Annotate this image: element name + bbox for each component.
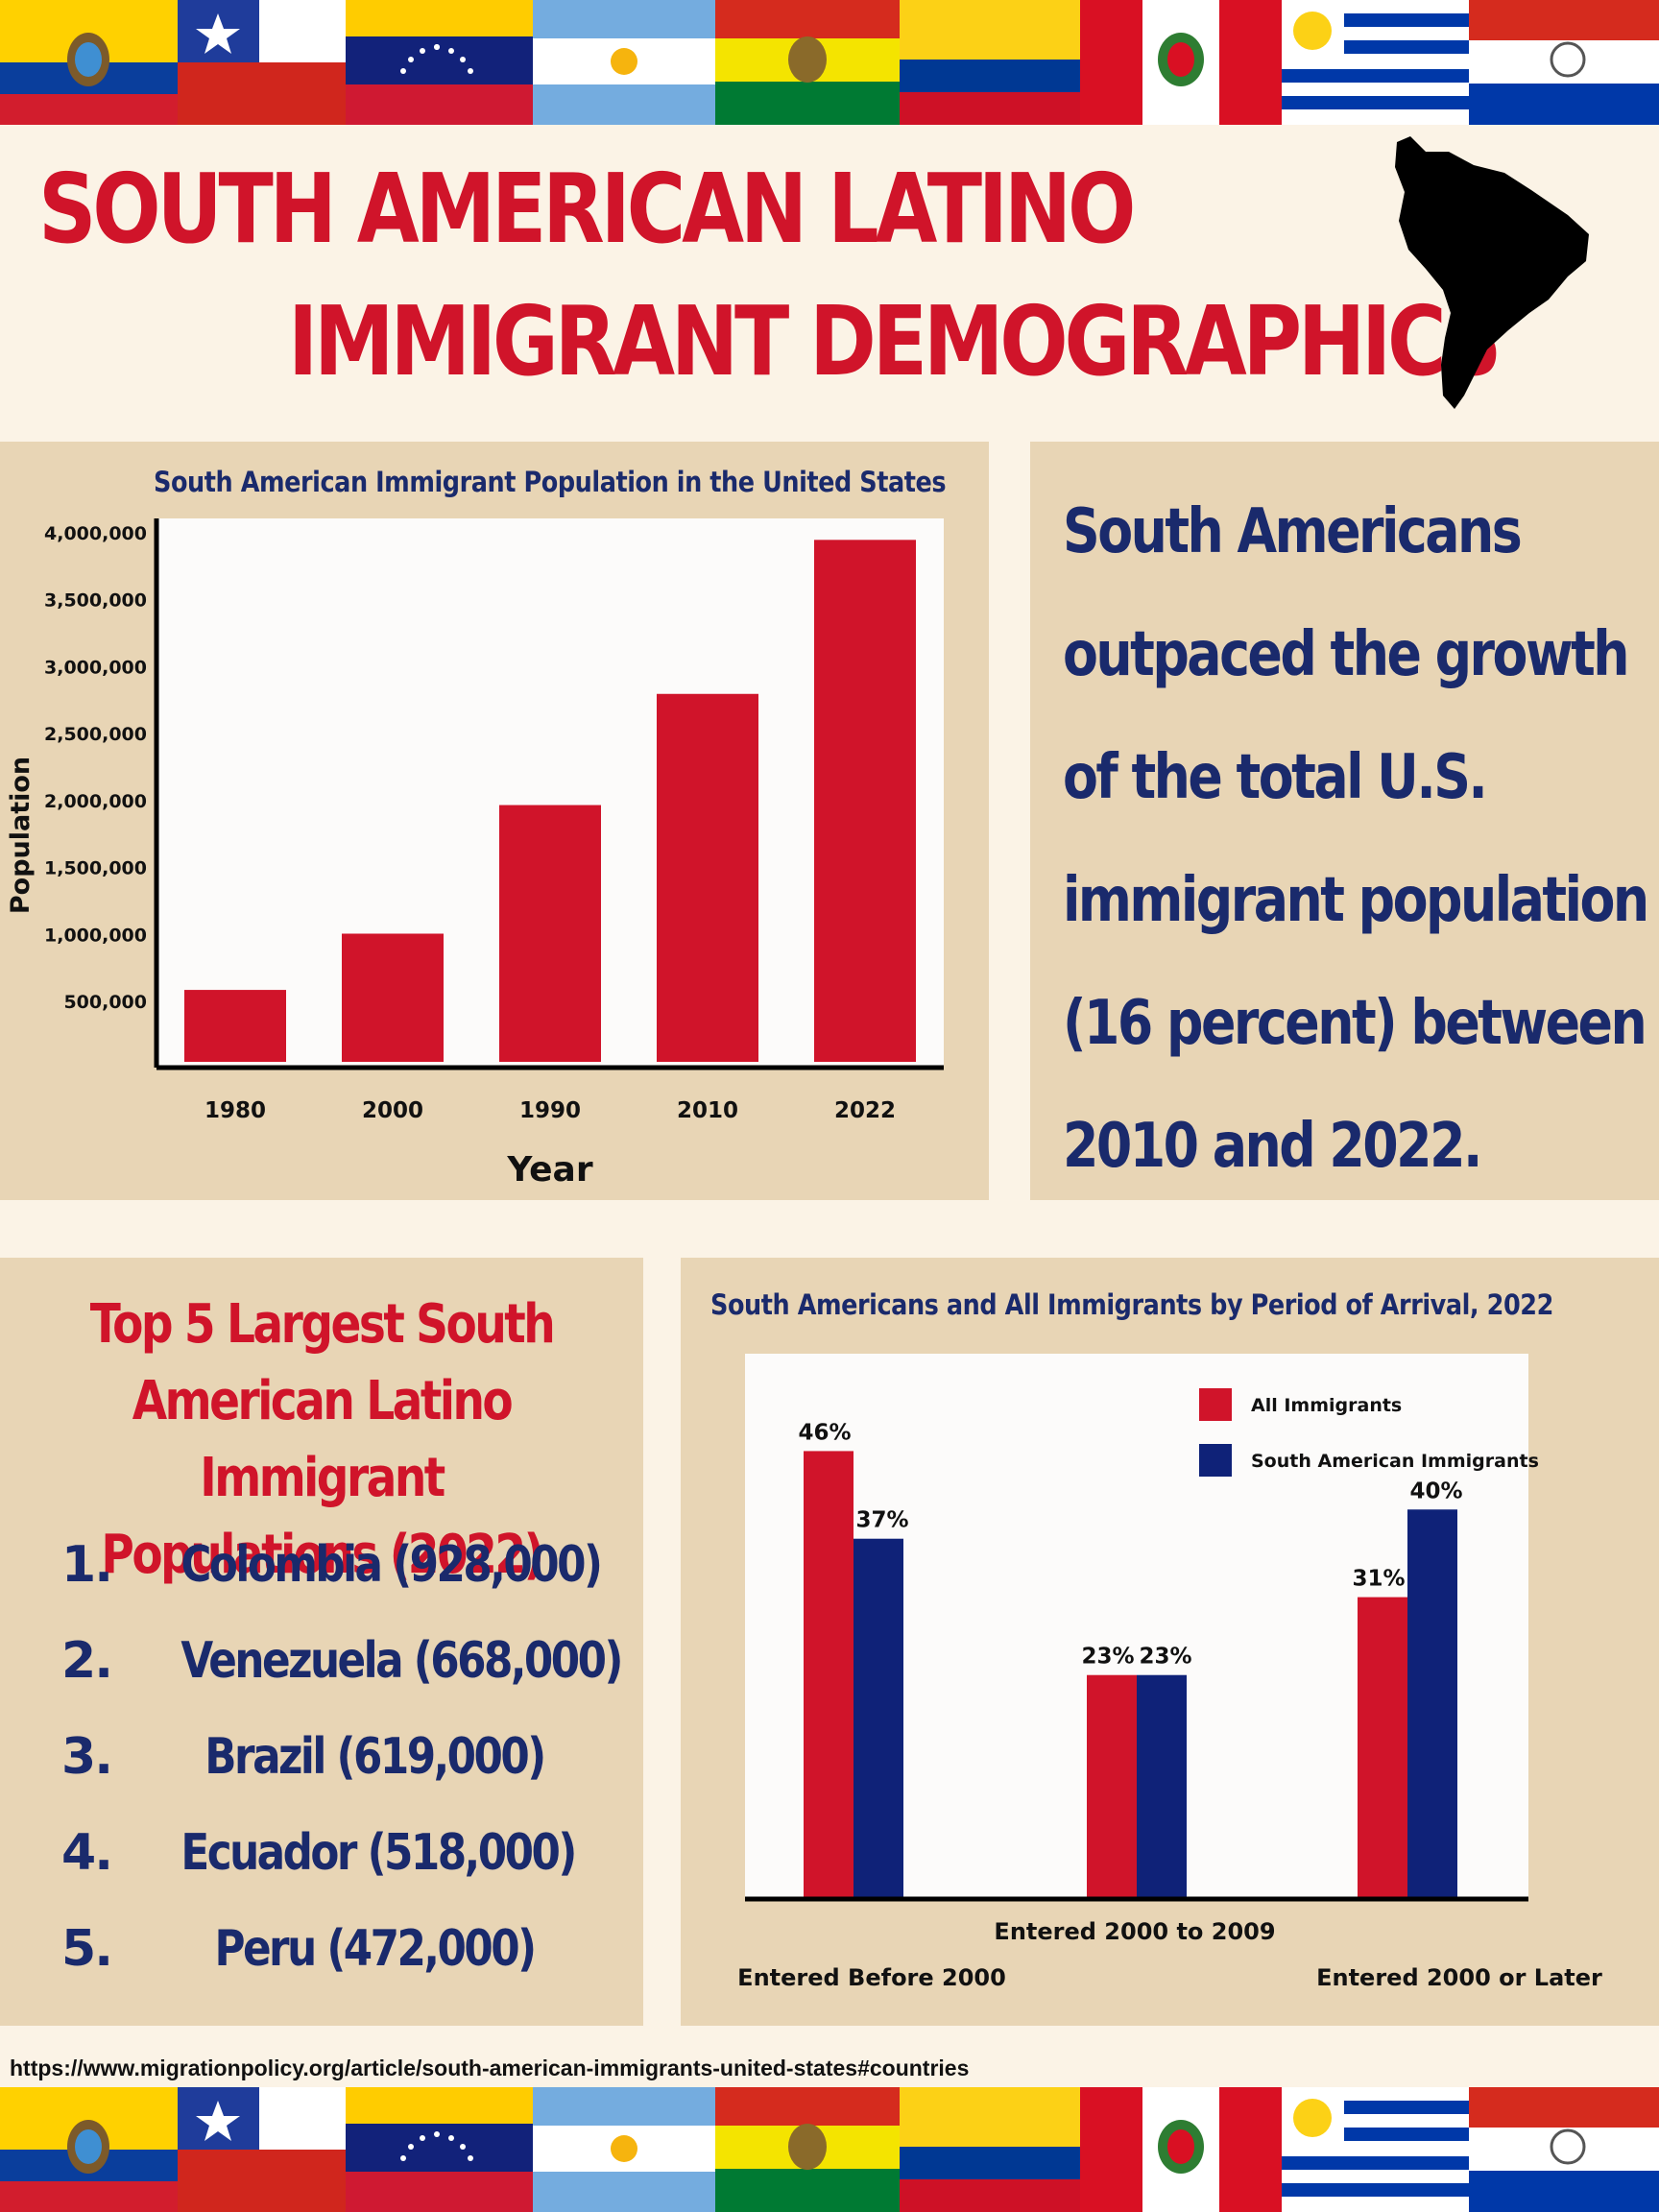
- y-tick-label: 3,500,000: [44, 590, 147, 612]
- rank-label: Colombia (928,000): [180, 1536, 603, 1594]
- rank-label: Brazil (619,000): [204, 1728, 546, 1786]
- y-tick-label: 500,000: [63, 992, 147, 1013]
- legend-label: All Immigrants: [1251, 1395, 1402, 1416]
- bar: [804, 1451, 854, 1899]
- paraguay-flag-icon: [1469, 2087, 1659, 2212]
- bar: [657, 693, 758, 1062]
- rank-number: 4.: [61, 1824, 113, 1882]
- colombia-flag-icon: [900, 2087, 1080, 2212]
- venezuela-flag-icon: [346, 0, 533, 125]
- x-tick-label: 2010: [677, 1098, 738, 1123]
- ecuador-flag-icon: [0, 0, 178, 125]
- page-title-line-2: IMMIGRANT DEMOGRAPHICS: [288, 285, 1503, 397]
- argentina-flag-icon: [533, 0, 715, 125]
- y-tick-label: 2,000,000: [44, 791, 147, 812]
- south-america-map-icon: [1395, 136, 1589, 409]
- bar: [1358, 1597, 1407, 1899]
- x-axis-label: Year: [506, 1150, 592, 1190]
- callout-line: outpaced the growth: [1063, 619, 1630, 690]
- paraguay-flag-icon: [1469, 0, 1659, 125]
- x-tick-label: 1990: [519, 1098, 581, 1123]
- rank-label: Venezuela (668,000): [180, 1632, 623, 1690]
- legend-swatch: [1199, 1444, 1232, 1477]
- callout-line: South Americans: [1063, 496, 1523, 567]
- y-tick-label: 3,000,000: [44, 657, 147, 678]
- category-label: Entered 2000 to 2009: [994, 1918, 1275, 1945]
- ecuador-flag-icon: [0, 2087, 178, 2212]
- data-label: 40%: [1409, 1479, 1462, 1503]
- rank-label: Peru (472,000): [214, 1920, 537, 1978]
- top5-heading-line: Populations (2022): [101, 1524, 544, 1586]
- rank-number: 1.: [61, 1536, 113, 1594]
- y-tick-label: 1,500,000: [44, 858, 147, 879]
- chile-flag-icon: [178, 0, 346, 125]
- bolivia-flag-icon: [715, 0, 900, 125]
- page-title-line-1: SOUTH AMERICAN LATINO: [38, 153, 1136, 265]
- y-axis-label: Population: [6, 757, 36, 914]
- source-link[interactable]: https://www.migrationpolicy.org/article/…: [10, 2056, 970, 2080]
- bar: [1407, 1509, 1457, 1899]
- legend-label: South American Immigrants: [1251, 1451, 1539, 1472]
- peru-flag-icon: [1080, 0, 1282, 125]
- chart-title: South Americans and All Immigrants by Pe…: [710, 1288, 1553, 1321]
- data-label: 23%: [1139, 1645, 1191, 1670]
- chart-title: South American Immigrant Population in t…: [154, 466, 947, 498]
- bolivia-flag-icon: [715, 2087, 900, 2212]
- list-item: 2. Venezuela (668,000): [0, 1632, 643, 1699]
- argentina-flag-icon: [533, 2087, 715, 2212]
- flag-strip-bottom: [0, 2087, 1659, 2212]
- rank-number: 5.: [61, 1920, 113, 1978]
- legend-swatch: [1199, 1388, 1232, 1421]
- bar: [1087, 1674, 1137, 1899]
- list-item: 5. Peru (472,000): [0, 1920, 643, 1987]
- x-tick-label: 1980: [204, 1098, 266, 1123]
- top5-panel: [0, 1258, 643, 2026]
- callout-line: 2010 and 2022.: [1063, 1111, 1482, 1182]
- y-tick-label: 2,500,000: [44, 724, 147, 745]
- y-tick-label: 4,000,000: [44, 523, 147, 544]
- bar: [499, 805, 601, 1062]
- uruguay-flag-icon: [1282, 0, 1469, 125]
- top5-heading-line: American Latino Immigrant: [132, 1370, 514, 1509]
- flag-strip-top: [0, 0, 1659, 125]
- bar: [342, 933, 444, 1062]
- chile-flag-icon: [178, 2087, 346, 2212]
- top5-heading: Top 5 Largest South American Latino Immi…: [0, 1286, 643, 1594]
- rank-number: 3.: [61, 1728, 113, 1786]
- callout-line: of the total U.S.: [1063, 742, 1488, 813]
- data-label: 46%: [798, 1420, 851, 1445]
- category-label: Entered Before 2000: [737, 1964, 1006, 1991]
- venezuela-flag-icon: [346, 2087, 533, 2212]
- x-tick-label: 2022: [834, 1098, 896, 1123]
- rank-label: Ecuador (518,000): [180, 1824, 577, 1882]
- list-item: 4. Ecuador (518,000): [0, 1824, 643, 1891]
- category-label: Entered 2000 or Later: [1316, 1964, 1602, 1991]
- bar: [1137, 1674, 1187, 1899]
- data-label: 23%: [1081, 1645, 1134, 1670]
- rank-number: 2.: [61, 1632, 113, 1690]
- peru-flag-icon: [1080, 2087, 1282, 2212]
- data-label: 37%: [855, 1508, 908, 1533]
- bar: [854, 1538, 903, 1899]
- bar: [184, 990, 286, 1062]
- list-item: 3. Brazil (619,000): [0, 1728, 643, 1795]
- top5-heading-line: Top 5 Largest South: [89, 1293, 556, 1356]
- growth-callout-panel: [1030, 442, 1659, 1200]
- bar: [814, 540, 916, 1062]
- x-tick-label: 2000: [362, 1098, 423, 1123]
- list-item: 1. Colombia (928,000): [0, 1536, 643, 1603]
- y-tick-label: 1,000,000: [44, 925, 147, 946]
- data-label: 31%: [1352, 1567, 1405, 1592]
- uruguay-flag-icon: [1282, 2087, 1469, 2212]
- colombia-flag-icon: [900, 0, 1080, 125]
